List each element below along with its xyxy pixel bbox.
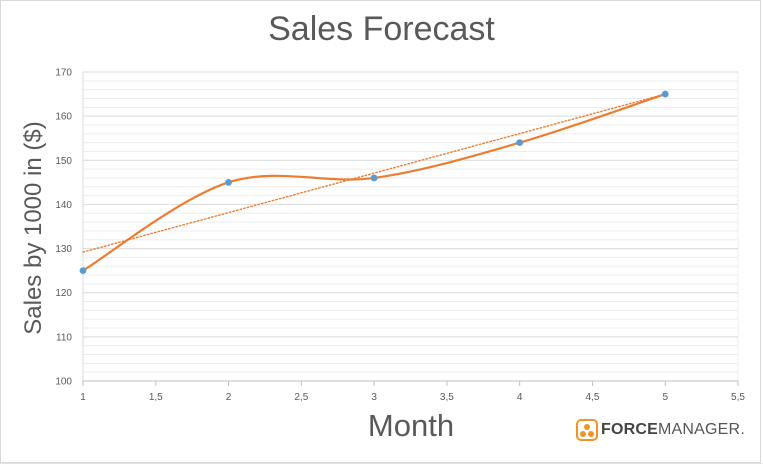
x-tick-label: 4,5 [585, 392, 599, 403]
x-axis-title[interactable]: Month [367, 408, 455, 443]
data-point [516, 139, 524, 147]
chart-title[interactable]: Sales Forecast [268, 10, 495, 48]
spreadsheet-gridline [0, 463, 763, 467]
y-tick-label: 160 [55, 112, 72, 123]
x-tick-label: 1,5 [149, 392, 163, 403]
forcemanager-logo: FORCEMANAGER. [576, 418, 745, 442]
x-tick-label: 4 [517, 392, 523, 403]
x-tick-label: 5,5 [731, 392, 745, 403]
linear-trendline [82, 93, 666, 253]
data-point [225, 178, 232, 186]
x-tick-label: 3 [371, 392, 377, 403]
y-tick-label: 150 [55, 156, 72, 167]
forcemanager-logo-icon [576, 419, 598, 441]
y-tick-label: 120 [55, 288, 72, 299]
x-tick-label: 2 [226, 392, 232, 403]
x-tick-label: 5 [662, 392, 668, 403]
x-tick-label: 3,5 [440, 392, 454, 403]
y-tick-label: 100 [55, 377, 72, 388]
x-tick-label: 1 [80, 392, 86, 403]
y-tick-label: 130 [55, 244, 72, 255]
series-line [82, 93, 666, 272]
y-tick-label: 140 [55, 200, 72, 211]
y-tick-label: 110 [56, 332, 72, 343]
y-tick-label: 170 [55, 68, 72, 79]
x-tick-label: 2,5 [294, 392, 308, 403]
data-point [661, 90, 669, 98]
data-point [370, 174, 378, 182]
data-point [79, 267, 87, 275]
forcemanager-logo-text: FORCEMANAGER. [601, 421, 745, 438]
